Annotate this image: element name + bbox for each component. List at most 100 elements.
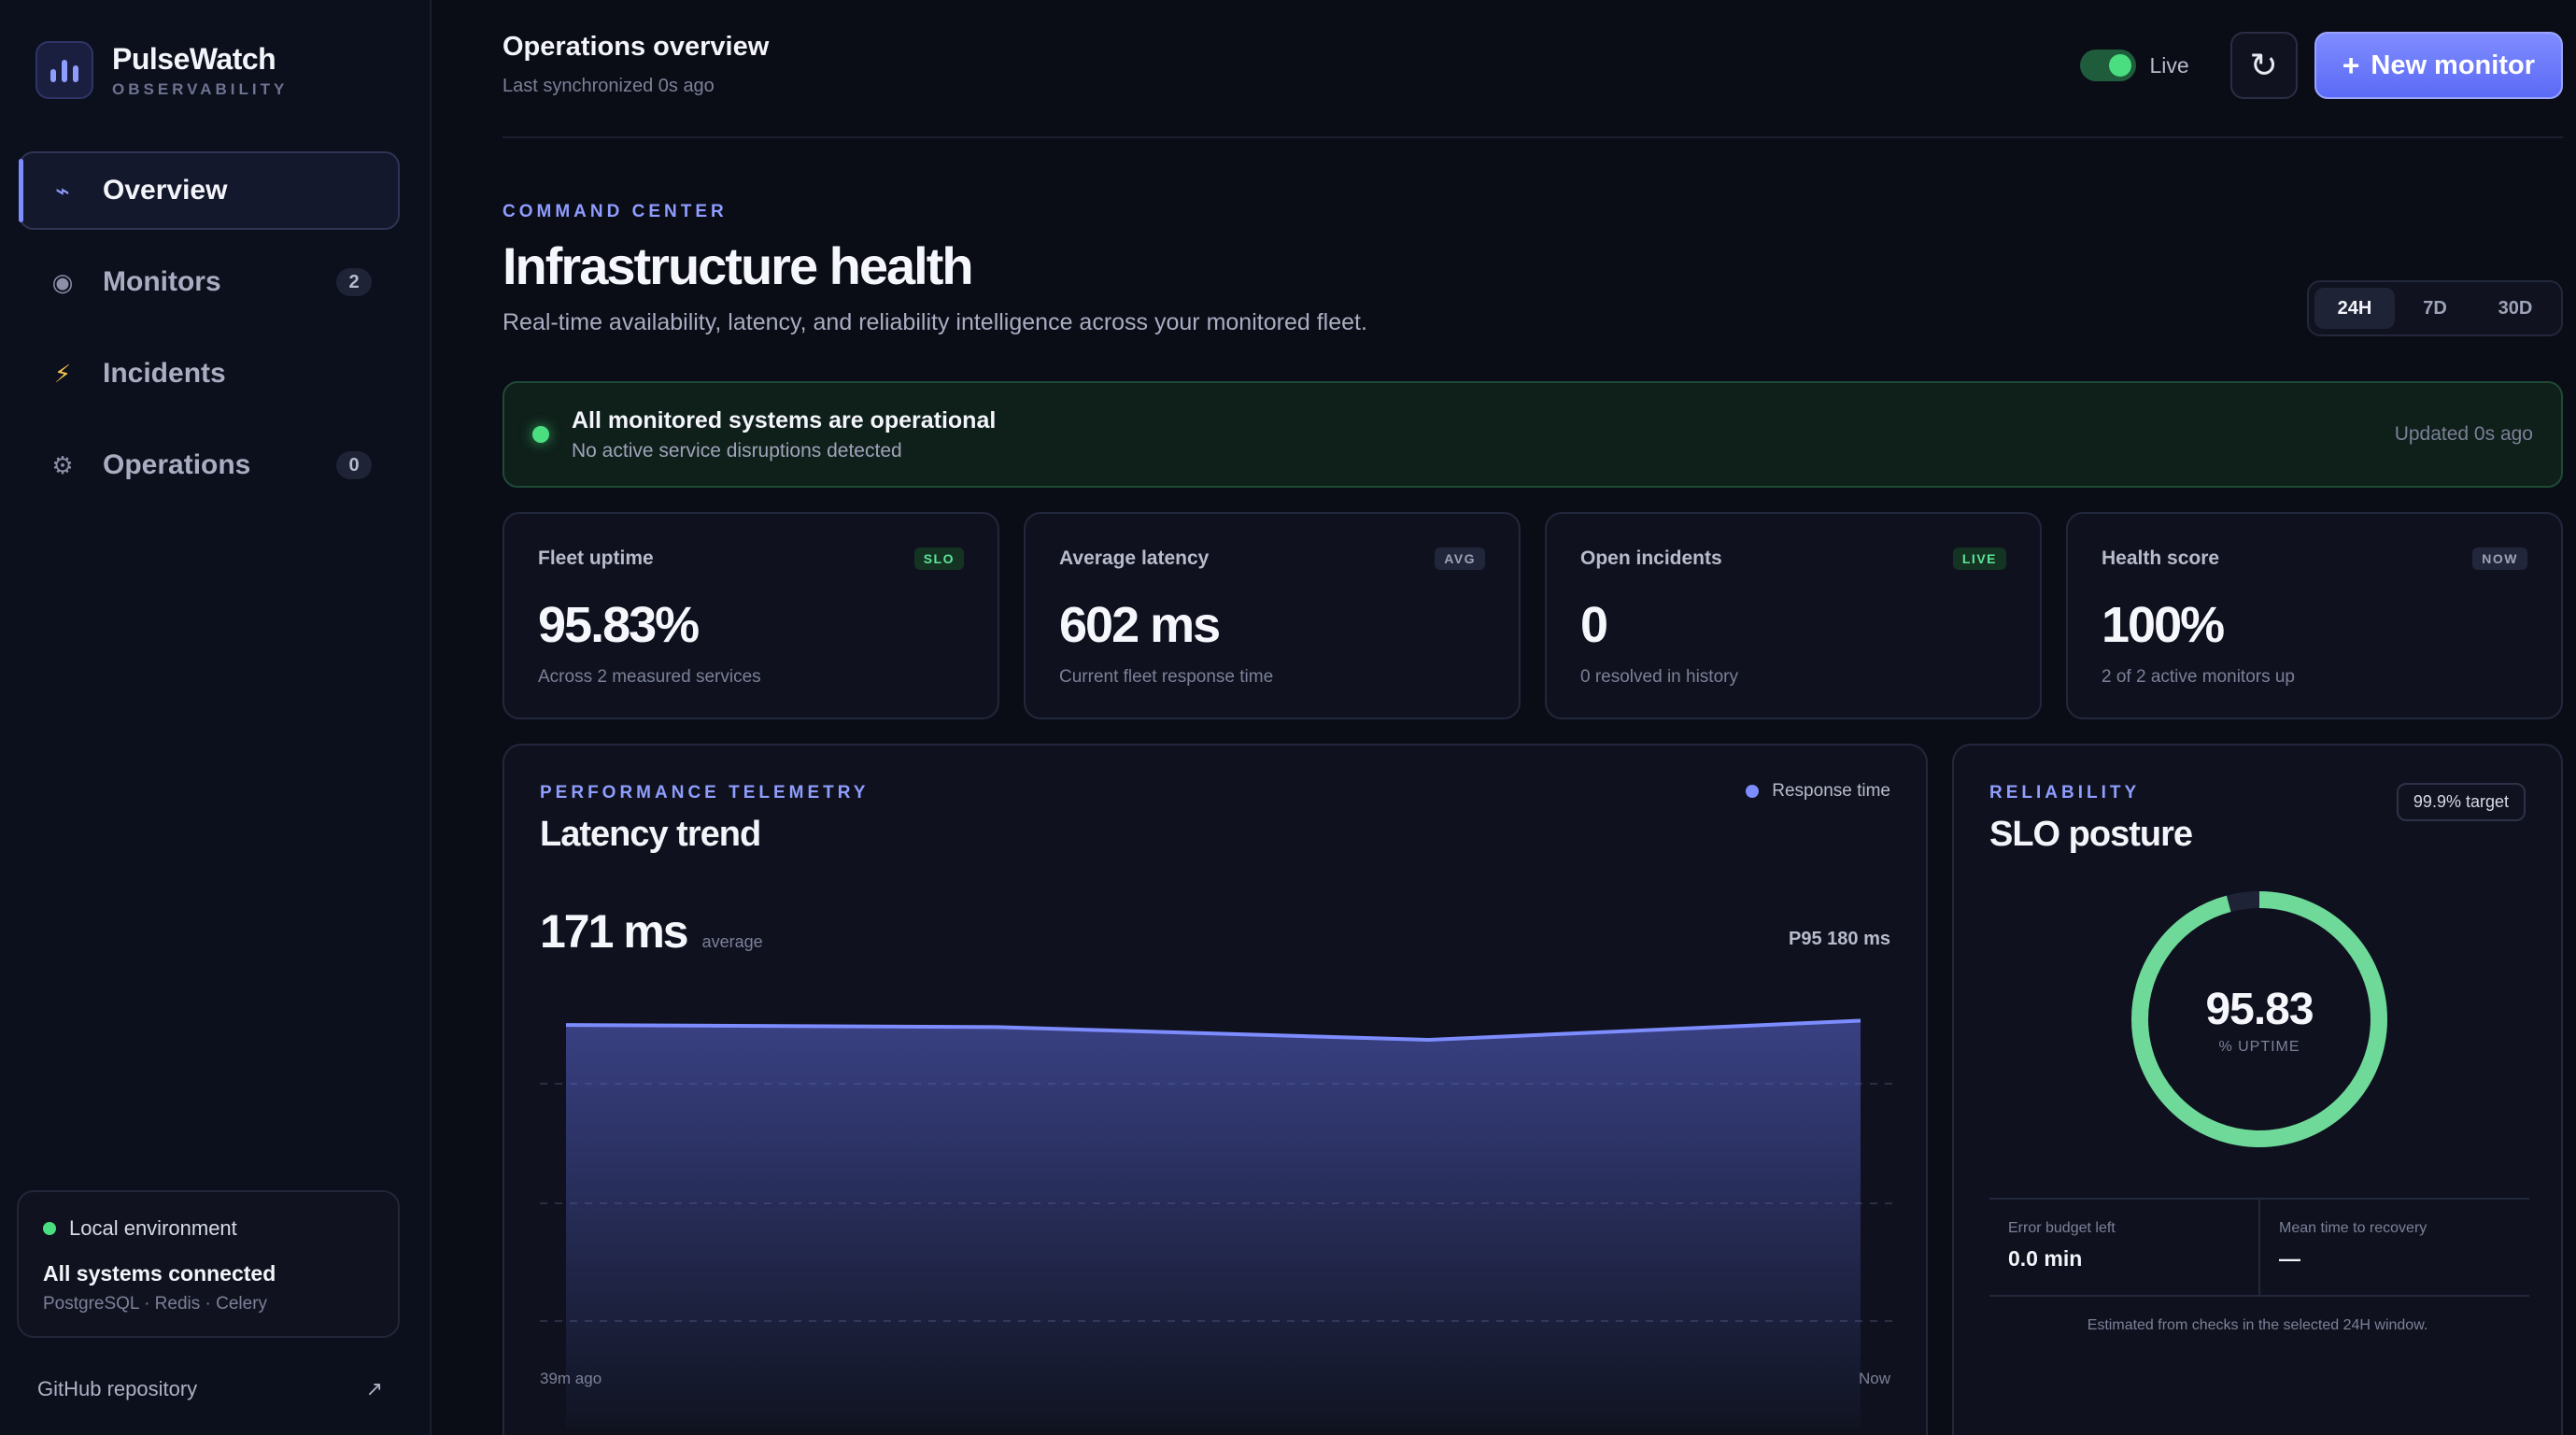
uptime-unit: % UPTIME [2218,1038,2300,1055]
hero-description: Real-time availability, latency, and rel… [502,309,1367,335]
count-badge: 2 [336,268,372,296]
panel-title: SLO posture [1989,815,2193,854]
kpi-badge: NOW [2472,547,2527,570]
status-banner: All monitored systems are operational No… [502,381,2563,488]
brand-subtitle: OBSERVABILITY [112,79,289,98]
kpi-card-fleet-uptime: Fleet uptime SLO 95.83% Across 2 measure… [502,512,999,719]
legend-label: Response time [1772,781,1890,801]
sidebar-item-overview[interactable]: ⌁ Overview [19,151,400,230]
kpi-row: Fleet uptime SLO 95.83% Across 2 measure… [502,512,2563,719]
banner-updated: Updated 0s ago [2394,423,2533,445]
status-dot-icon [532,426,549,443]
sidebar-item-label: Monitors [103,266,221,297]
hero-eyebrow: COMMAND CENTER [502,202,728,221]
latency-area [566,1020,1861,1428]
banner-title: All monitored systems are operational [572,406,997,433]
live-toggle[interactable]: Live [2080,50,2189,81]
hero: COMMAND CENTER Infrastructure health Rea… [502,202,1367,336]
stat-value: 0.0 min [2008,1246,2083,1271]
sidebar-item-label: Operations [103,449,251,480]
kpi-value: 100% [2102,597,2225,653]
sync-status: Last synchronized 0s ago [502,76,715,96]
sidebar-nav: ⌁ Overview ◉ Monitors 2 ⚡ Incidents ⚙ Op… [19,151,400,518]
slo-stats: Error budget left 0.0 min Mean time to r… [1989,1198,2529,1297]
top-header: Operations overview Last synchronized 0s… [502,32,2563,138]
slo-panel: RELIABILITY SLO posture 99.9% target 95.… [1952,744,2563,1435]
panel-eyebrow: RELIABILITY [1989,783,2141,803]
refresh-icon: ↻ [2249,46,2278,84]
new-monitor-button[interactable]: + New monitor [2314,32,2563,99]
new-monitor-label: New monitor [2371,50,2535,80]
kpi-label: Open incidents [1580,547,1722,569]
legend-dot-icon [1746,785,1760,798]
average-label: average [701,932,763,951]
page-title: Operations overview [502,32,770,62]
lightning-icon: ⚡ [53,359,72,388]
brand[interactable]: PulseWatch OBSERVABILITY [35,41,288,99]
environment-services: PostgreSQL · Redis · Celery [43,1294,268,1314]
hero-title: Infrastructure health [502,236,974,295]
x-axis-start-label: 39m ago [540,1370,602,1387]
sidebar-item-monitors[interactable]: ◉ Monitors 2 [19,243,400,321]
kpi-card-average-latency: Average latency AVG 602 ms Current fleet… [1024,512,1521,719]
latency-chart[interactable] [540,1016,1894,1428]
environment-card: Local environment All systems connected … [17,1190,400,1338]
gear-icon: ⚙ [51,450,74,479]
latency-line [565,1018,1861,1043]
kpi-subtext: Across 2 measured services [538,667,761,687]
time-range-selector: 24H 7D 30D [2307,280,2563,336]
uptime-value: 95.83 [2205,984,2314,1034]
refresh-button[interactable]: ↻ [2229,32,2298,99]
kpi-label: Health score [2102,547,2220,569]
banner-subtitle: No active service disruptions detected [572,439,902,462]
sidebar-item-incidents[interactable]: ⚡ Incidents [19,334,400,413]
live-label: Live [2149,52,2189,78]
kpi-value: 95.83% [538,597,700,653]
slo-note: Estimated from checks in the selected 24… [2087,1317,2428,1333]
plus-icon: + [2342,48,2360,82]
sidebar-item-label: Overview [103,175,228,206]
kpi-subtext: 0 resolved in history [1580,667,1738,687]
x-axis-end-label: Now [1858,1370,1890,1387]
sidebar-item-operations[interactable]: ⚙ Operations 0 [19,426,400,504]
pulse-icon: ⌁ [55,176,70,205]
slo-target-badge: 99.9% target [2396,783,2526,821]
range-7d-button[interactable]: 7D [2423,297,2447,319]
kpi-badge: AVG [1435,547,1485,570]
count-badge: 0 [336,451,372,479]
kpi-label: Average latency [1059,547,1210,569]
average-latency-value: 171 ms [540,905,689,958]
error-budget-stat: Error budget left 0.0 min [1989,1200,2258,1295]
gauge-arc [2131,891,2387,1147]
environment-title: All systems connected [43,1261,276,1286]
kpi-subtext: Current fleet response time [1059,667,1274,687]
github-link[interactable]: GitHub repository ↗ [37,1377,383,1401]
environment-label: Local environment [69,1216,237,1240]
kpi-value: 0 [1580,597,1608,653]
radar-icon: ◉ [51,267,74,296]
kpi-card-open-incidents: Open incidents LIVE 0 0 resolved in hist… [1545,512,2042,719]
status-dot-icon [43,1222,56,1235]
kpi-badge: LIVE [1952,547,2006,570]
kpi-badge: SLO [913,547,964,570]
uptime-gauge [2131,891,2387,1147]
sidebar-item-label: Incidents [103,358,226,389]
bar-chart-logo-icon [35,41,93,99]
brand-name: PulseWatch [112,41,276,76]
stat-value: — [2279,1246,2300,1271]
mttr-stat: Mean time to recovery — [2258,1200,2529,1295]
kpi-label: Fleet uptime [538,547,654,569]
panel-eyebrow: PERFORMANCE TELEMETRY [540,783,870,803]
stat-label: Mean time to recovery [2279,1220,2427,1236]
stat-label: Error budget left [2008,1220,2116,1236]
chart-legend: Response time [1746,781,1890,802]
gauge-center: 95.83 % UPTIME [2128,888,2391,1151]
toggle-switch[interactable] [2080,50,2137,81]
kpi-value: 602 ms [1059,597,1221,653]
panel-title: Latency trend [540,815,761,854]
github-label: GitHub repository [37,1377,198,1400]
range-30d-button[interactable]: 30D [2498,297,2533,319]
kpi-card-health-score: Health score NOW 100% 2 of 2 active moni… [2066,512,2563,719]
p95-value: P95 180 ms [1789,929,1890,949]
range-24h-button[interactable]: 24H [2314,288,2395,329]
